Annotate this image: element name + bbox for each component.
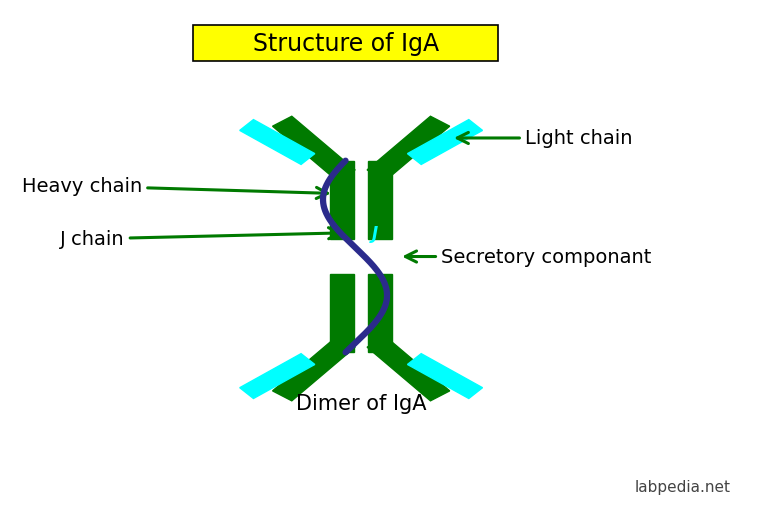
Bar bbox=[330, 161, 354, 239]
Text: labpedia.net: labpedia.net bbox=[635, 478, 731, 494]
Text: Secretory componant: Secretory componant bbox=[406, 247, 651, 267]
Bar bbox=[368, 161, 392, 239]
Text: Dimer of IgA: Dimer of IgA bbox=[296, 393, 426, 413]
Bar bbox=[273, 117, 355, 181]
Bar bbox=[240, 354, 315, 399]
Bar bbox=[273, 337, 355, 401]
Bar bbox=[330, 275, 354, 353]
Bar bbox=[408, 354, 482, 399]
Bar bbox=[367, 117, 450, 181]
Text: J: J bbox=[372, 224, 378, 242]
Bar bbox=[240, 120, 315, 165]
Text: Light chain: Light chain bbox=[457, 129, 633, 148]
Text: Structure of IgA: Structure of IgA bbox=[253, 32, 439, 56]
Bar bbox=[408, 120, 482, 165]
Bar bbox=[367, 337, 450, 401]
Text: Heavy chain: Heavy chain bbox=[22, 177, 327, 199]
Bar bbox=[368, 275, 392, 353]
Text: J chain: J chain bbox=[60, 228, 339, 249]
FancyBboxPatch shape bbox=[194, 26, 498, 62]
